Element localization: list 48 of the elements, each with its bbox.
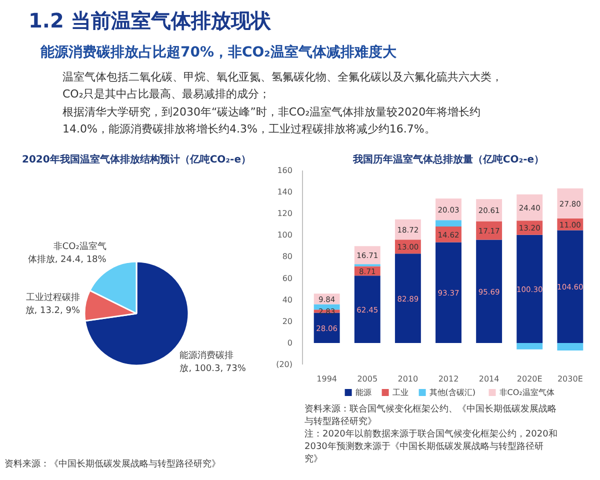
y-tick-label: 80 [282,252,293,262]
x-tick-label: 2005 [357,374,378,384]
chart-title: 我国历年温室气体总排放量（亿吨CO₂-e） [352,154,544,166]
legend-label: 非CO₂温室气体 [499,388,554,397]
bar [476,199,502,222]
slice-label: 非CO₂温室气体排放, 24.4, 18% [28,240,107,265]
bar [436,220,462,227]
y-tick-label: 40 [282,295,293,304]
bar [557,188,584,218]
bar [557,230,584,343]
y-tick-label: (20) [276,360,292,369]
text: 能源消费碳排放占比超70%，非CO₂温室气体减排难度大 [40,44,398,60]
x-tick-label: 1994 [316,374,338,384]
slice-label: 工业过程碳排放, 13.2, 9% [25,292,80,316]
text: 温室气体包括二氧化碳、甲烷、氧化亚氮、氢氟碳化物、全氟化碳以及六氟化硫共六大类，CO₂只是其中占比最高、最易减排的成分； [62,70,502,100]
bar [557,342,584,350]
bar [354,246,380,264]
bar [354,276,380,343]
bar [516,194,543,221]
bar [476,221,502,240]
legend-label: 工业 [392,388,408,397]
bar [516,342,543,350]
bar [436,242,462,343]
x-tick-label: 2014 [478,374,500,384]
text: 资料来源：《中国长期低碳发展战略与转型路径研究》 [4,458,220,470]
legend-label: 其他(含碳汇) [429,388,476,397]
y-tick-label: 60 [282,274,293,283]
x-tick-label: 2020E [516,374,542,384]
slice-label: 能源消费碳排放, 100.3, 73% [180,350,246,374]
y-tick-label: 160 [277,166,293,175]
text: 根据清华大学研究，到2030年“碳达峰”时，非CO₂温室气体排放量较2020年将增长约14.0%，能源消费碳排放将增长约4.3%，工业过程碳排放将减少约16.7%。 [62,106,481,136]
legend-label: 能源 [355,388,372,397]
x-tick-label: 2012 [438,374,459,384]
chart-title: 2020年我国温室气体排放结构预计（亿吨CO₂-e） [22,154,251,166]
y-tick-label: 120 [277,209,293,218]
bar [394,254,421,343]
text: 资料来源：联合国气候变化框架公约、《中国长期低碳发展战略与转型路径研究》 [304,404,556,427]
x-tick-label: 2010 [398,374,418,384]
bar [476,240,502,343]
y-tick-label: 20 [282,316,293,326]
text: 1.2 当前温室气体排放现状 [28,8,272,32]
text: 注：2020年以前数据来源于联合国气候变化框架公约，2020和2030年预测数来源于《中国长期低碳发展战略与转型路径研究》 [304,428,558,464]
bar [516,234,543,343]
bar [314,312,340,343]
x-tick-label: 2030E [557,374,583,384]
y-tick-label: 0 [287,338,293,348]
y-tick-label: 100 [277,230,293,240]
y-tick-label: 140 [277,188,293,197]
